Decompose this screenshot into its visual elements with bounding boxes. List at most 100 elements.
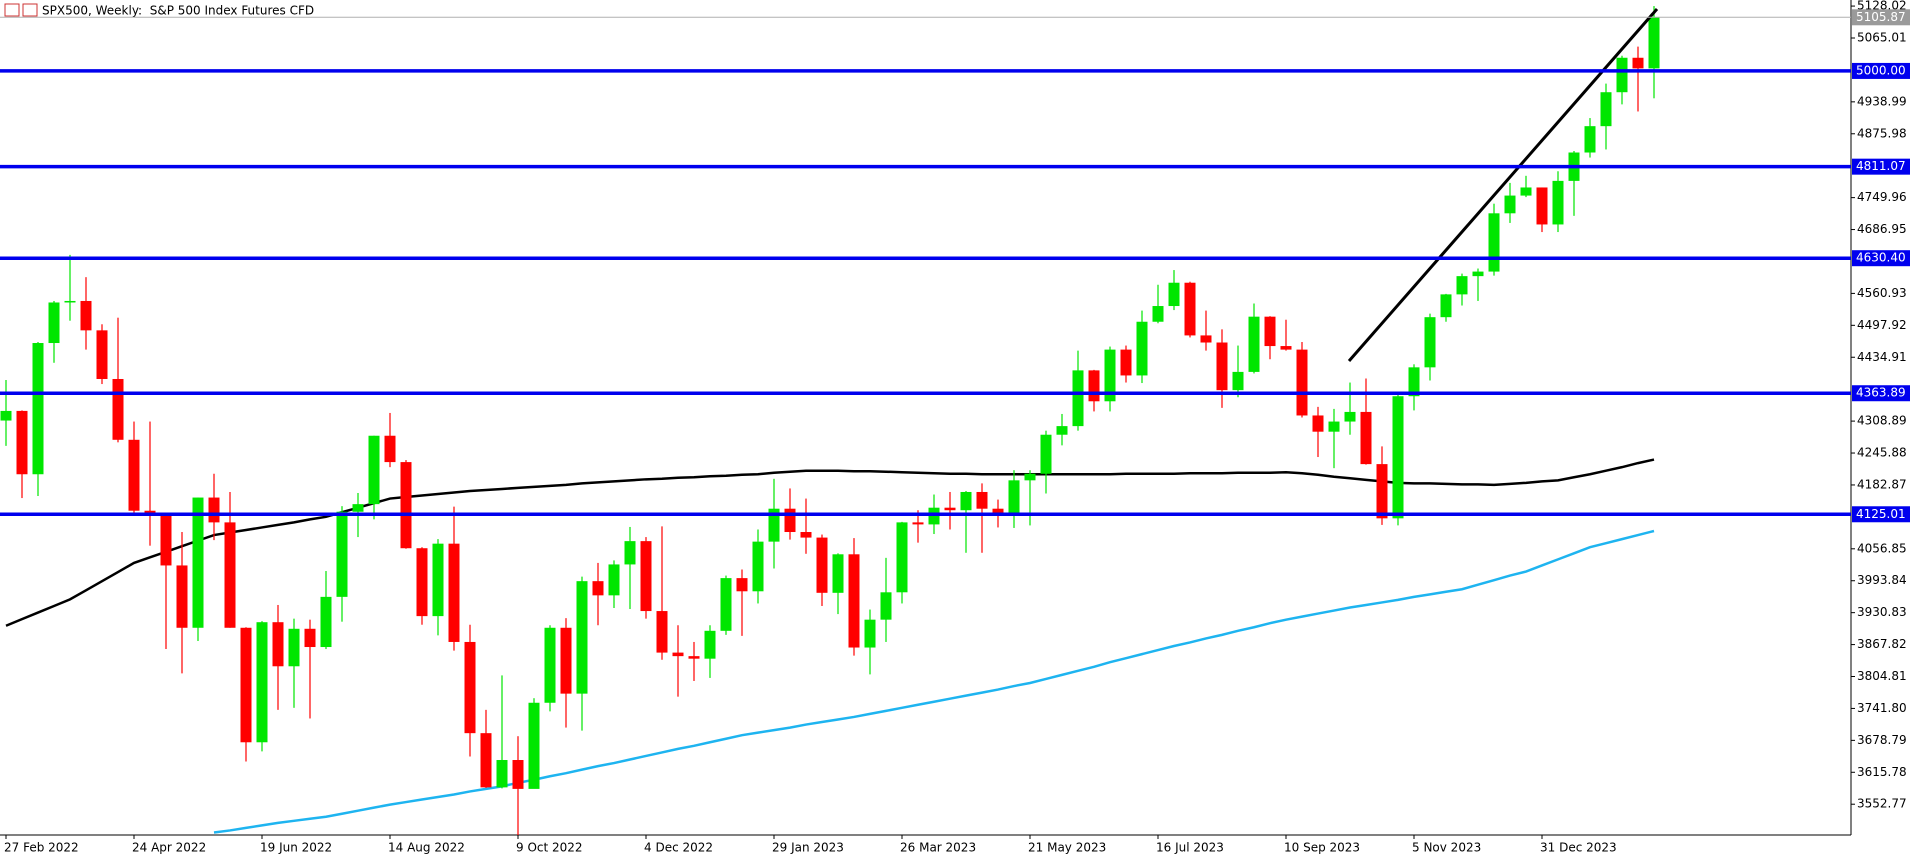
chart-title: SPX500, Weekly: S&P 500 Index Futures CF… <box>42 4 314 18</box>
level-tag <box>1852 62 1910 79</box>
candle-body <box>1184 282 1196 336</box>
candle-body <box>320 596 332 648</box>
x-tick-label: 21 May 2023 <box>1028 841 1106 855</box>
candle-body <box>1232 371 1244 391</box>
candle-body <box>1408 367 1420 397</box>
candle-body <box>816 537 828 593</box>
candle-body <box>736 578 748 592</box>
candle-body <box>752 541 764 592</box>
candle-body <box>64 300 76 303</box>
x-tick-label: 16 Jul 2023 <box>1156 841 1224 855</box>
candle-body <box>800 532 812 538</box>
candle-body <box>1360 411 1372 465</box>
candle-body <box>256 622 268 743</box>
candle-body <box>1312 415 1324 432</box>
candle-body <box>208 497 220 523</box>
candle-body <box>384 435 396 463</box>
y-tick-label: 3804.81 <box>1857 669 1907 683</box>
candle-body <box>1152 306 1164 322</box>
candle-body <box>1392 396 1404 519</box>
candle-body <box>80 300 92 331</box>
candle-body <box>1520 187 1532 196</box>
candle-body <box>1344 411 1356 422</box>
moving-average <box>213 529 1655 834</box>
candle-body <box>1168 282 1180 307</box>
candle-body <box>1264 316 1276 347</box>
x-tick-label: 9 Oct 2022 <box>516 841 583 855</box>
candle-body <box>928 507 940 525</box>
candle-body <box>784 508 796 533</box>
candle-body <box>896 522 908 593</box>
y-tick-label: 4056.85 <box>1857 541 1907 555</box>
candle-body <box>1248 316 1260 372</box>
candle-body <box>352 504 364 512</box>
candle-body <box>1552 180 1564 225</box>
candle-body <box>1456 276 1468 295</box>
candle-body <box>640 541 652 612</box>
candle-body <box>704 630 716 659</box>
candle-body <box>1584 126 1596 153</box>
candle-body <box>1296 349 1308 416</box>
candle-body <box>624 541 636 565</box>
candle-body <box>528 702 540 789</box>
icon <box>4 3 20 17</box>
candle-body <box>1536 187 1548 225</box>
candle-body <box>912 522 924 525</box>
candle-body <box>1040 434 1052 474</box>
y-tick-label: 3552.77 <box>1857 797 1907 811</box>
x-tick-label: 10 Sep 2023 <box>1284 841 1360 855</box>
candle-body <box>240 627 252 743</box>
candle-body <box>544 627 556 703</box>
candle-body <box>864 619 876 648</box>
candle-body <box>560 627 572 694</box>
y-tick-label: 4749.96 <box>1857 190 1907 204</box>
y-tick-label: 5065.01 <box>1857 30 1907 44</box>
candle-body <box>768 508 780 542</box>
level-tag <box>1852 250 1910 267</box>
x-tick-label: 19 Jun 2022 <box>260 841 332 855</box>
candle-body <box>1600 92 1612 127</box>
candle-body <box>976 491 988 509</box>
level-label: 4811.07 <box>1856 159 1906 173</box>
candle-body <box>880 592 892 620</box>
candle-body <box>1024 473 1036 481</box>
candle-body <box>592 581 604 596</box>
candle-body <box>496 760 508 788</box>
candle-body <box>1104 349 1116 402</box>
candle-body <box>1648 17 1660 69</box>
y-tick-label: 3867.82 <box>1857 637 1907 651</box>
candle-body <box>272 622 284 667</box>
x-tick-label: 5 Nov 2023 <box>1412 841 1481 855</box>
candle-body <box>1280 346 1292 350</box>
candle-body <box>1328 421 1340 432</box>
level-tag <box>1852 385 1910 402</box>
candle-body <box>1216 342 1228 391</box>
last-price-label: 5105.87 <box>1856 10 1906 24</box>
candle-body <box>96 330 108 379</box>
x-tick-label: 26 Mar 2023 <box>900 841 976 855</box>
candle-body <box>1424 317 1436 368</box>
level-label: 4363.89 <box>1856 386 1906 400</box>
level-label: 5000.00 <box>1856 63 1906 77</box>
candle-body <box>192 497 204 628</box>
candle-body <box>672 652 684 657</box>
candle-body <box>1200 335 1212 343</box>
candle-body <box>1088 370 1100 402</box>
icon <box>22 3 38 17</box>
candle-body <box>432 543 444 617</box>
candle-body <box>656 611 668 653</box>
candle-body <box>992 508 1004 515</box>
level-tag <box>1852 506 1910 523</box>
y-tick-label: 3993.84 <box>1857 573 1907 587</box>
candle-body <box>16 410 28 475</box>
x-tick-label: 27 Feb 2022 <box>4 841 79 855</box>
y-tick-label: 4938.99 <box>1857 94 1907 108</box>
candle-body <box>1504 195 1516 214</box>
candle-body <box>368 435 380 505</box>
candle-body <box>224 522 236 628</box>
candle-body <box>1376 464 1388 519</box>
y-tick-label: 4182.87 <box>1857 477 1907 491</box>
candle-body <box>576 581 588 694</box>
x-tick-label: 31 Dec 2023 <box>1540 841 1617 855</box>
y-tick-label: 4308.89 <box>1857 414 1907 428</box>
